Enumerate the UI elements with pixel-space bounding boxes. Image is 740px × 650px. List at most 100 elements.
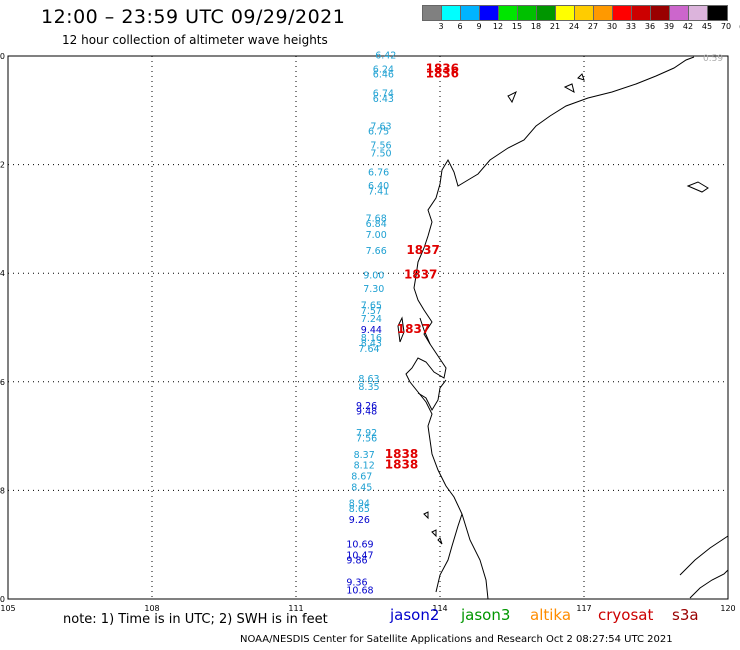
lat-tick-label: -24 [0,269,5,278]
coastline-peron [419,317,431,345]
colorbar-label: 9 [476,22,482,31]
coastline [397,56,729,600]
wave-height-label: 7.41 [368,186,389,197]
wave-height-label: 8.37 [354,450,375,461]
map-grid [8,56,728,599]
wave-height-label: 6.40 [368,181,389,192]
island-barrow [507,90,517,104]
legend-s3a: s3a [672,606,699,624]
pass-time-label: 1836 [426,67,459,81]
wave-height-label: 8.63 [358,374,379,385]
colorbar-label: (ft) [735,22,740,31]
colorbar-label: 21 [549,22,561,31]
wave-height-label: 6.24 [373,64,394,75]
colorbar-label: 15 [511,22,523,31]
wave-height-label: 6.43 [373,94,394,105]
lon-tick-label: 111 [288,604,303,613]
wave-height-label: 9.48 [356,406,377,417]
colorbar-label: 36 [644,22,656,31]
legend-altika: altika [530,606,572,624]
coastline-bay-east [679,535,729,576]
lat-tick-label: -28 [0,486,5,495]
wave-height-label: 9.00 [363,271,384,282]
page-subtitle: 12 hour collection of altimeter wave hei… [62,33,328,47]
wave-height-label: 6.76 [368,167,389,178]
wave-height-label: 7.68 [366,214,387,225]
lon-tick-label: 105 [0,604,15,613]
axis-ticks: 105 108 111 114 117 120 -20 -22 -24 -26 -28 -30 [0,52,736,613]
map-frame [7,55,729,600]
lat-tick-label: -30 [0,595,5,604]
wave-height-label: 7.30 [363,284,384,295]
wave-height-label: 9.86 [346,556,367,567]
colorbar-label: 18 [530,22,542,31]
wave-height-label: 10.47 [346,550,373,561]
wave-height-label: 6.42 [375,51,396,62]
pass-time-label: 1836 [426,61,459,75]
pass-time-label: 1838 [385,447,418,461]
lon-tick-label: 108 [144,604,159,613]
coastline-southeast [689,569,729,599]
island-abrolhos [423,511,443,545]
colorbar-label: 6 [457,22,463,31]
wave-height-label: 7.24 [361,314,382,325]
colorbar-label: 33 [625,22,637,31]
colorbar-label: 24 [568,22,580,31]
wave-height-label: 7.65 [361,300,382,311]
colorbar-label: 45 [701,22,713,31]
wave-height-label: 8.65 [349,504,370,515]
coastline-gascoyne [417,379,447,412]
lon-tick-label: 120 [720,604,735,613]
colorbar-swatch [707,5,728,21]
coastline-mainland [405,56,695,593]
wave-height-label: 6.75 [368,127,389,138]
island-montebello [577,73,585,81]
wave-height-label: 8.16 [361,333,382,344]
island-east [686,181,709,193]
pass-time-label: 1838 [385,458,418,472]
legend-jason3: jason3 [461,606,511,624]
wave-height-label: 10.69 [346,539,373,550]
footer-credit: NOAA/NESDIS Center for Satellite Applica… [240,634,673,645]
lat-tick-label: -22 [0,161,5,170]
colorbar-label: 12 [492,22,504,31]
wave-height-label: 7.63 [370,121,391,132]
colorbar-label: 30 [606,22,618,31]
wave-height-label: 8.94 [349,499,370,510]
wave-height-label: 6.46 [373,70,394,81]
colorbar-label: 42 [682,22,694,31]
island-dirk-hartog [397,316,405,343]
lat-tick-label: -26 [0,378,5,387]
wave-height-label: 7.56 [370,140,391,151]
colorbar-label: 3 [438,22,444,31]
legend-jason2: jason2 [390,606,440,624]
wave-height-label: 8.45 [351,482,372,493]
wave-height-label: 6.74 [373,89,394,100]
lon-tick-label: 117 [576,604,591,613]
wave-height-label: 7.50 [370,148,391,159]
wave-height-label: 7.57 [361,306,382,317]
wave-height-label: 8.12 [354,461,375,472]
colorbar-label: 39 [663,22,675,31]
colorbar-label: 27 [587,22,599,31]
wave-height-label: 7.00 [366,230,387,241]
wave-height-label: 8.35 [358,382,379,393]
lat-tick-label: -20 [0,52,5,61]
wave-height-label: 9.26 [356,401,377,412]
wave-height-label: 10.68 [346,586,373,597]
pass-time-label: 1837 [404,268,437,282]
legend-cryosat: cryosat [598,606,654,624]
wave-height-labels: 6.42 6.246.46 6.746.43 7.636.75 7.567.50 6.76… [346,51,396,597]
wave-height-label: 9.26 [349,515,370,526]
pass-time-label: 1837 [406,243,439,257]
island-northwest [563,83,575,93]
footer-note: note: 1) Time is in UTC; 2) SWH is in fe… [63,612,328,627]
wave-height-label: 7.92 [356,428,377,439]
corner-value: 0.59 [703,54,723,64]
wave-height-label: 7.66 [366,246,387,257]
page-title: 12:00 – 23:59 UTC 09/29/2021 [41,6,346,28]
lon-tick-label: 114 [432,604,447,613]
wave-height-label: 6.84 [366,219,387,230]
